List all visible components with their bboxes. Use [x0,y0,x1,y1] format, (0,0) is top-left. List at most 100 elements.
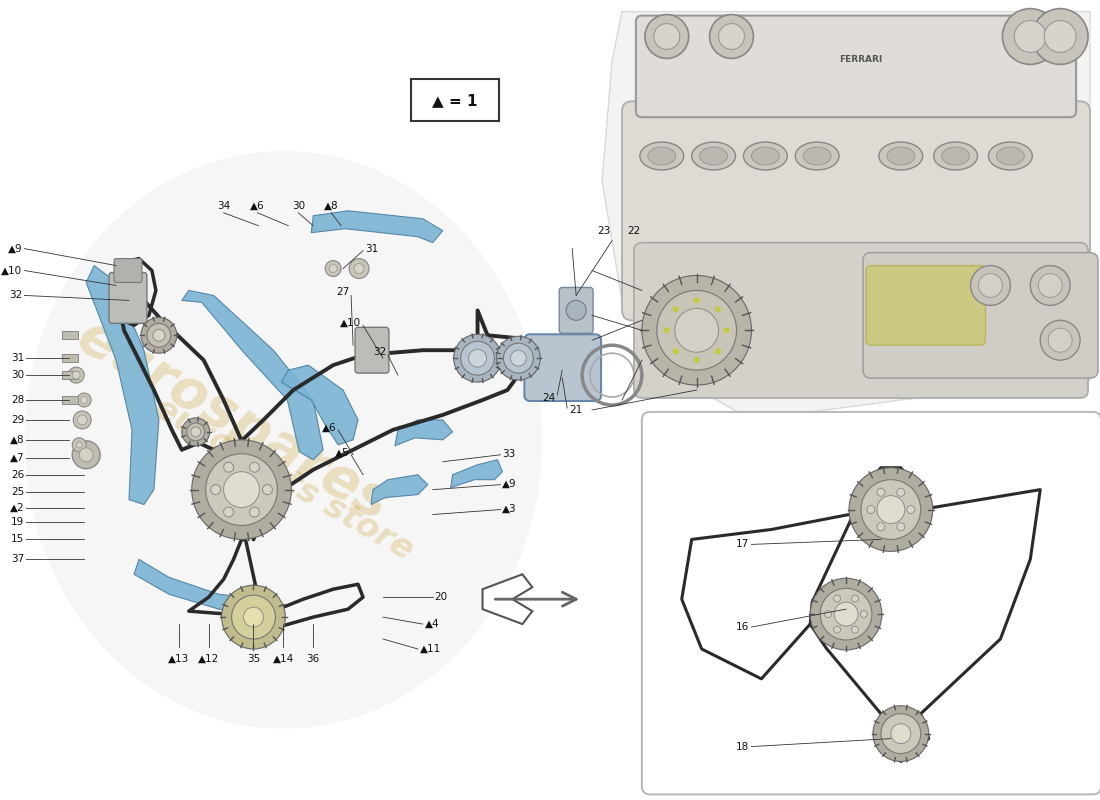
Polygon shape [483,574,532,624]
Circle shape [834,626,840,633]
Circle shape [191,440,292,539]
Circle shape [825,610,832,618]
Circle shape [849,468,933,551]
Circle shape [896,523,905,530]
Circle shape [834,602,858,626]
Circle shape [896,488,905,496]
Text: 37: 37 [11,554,24,564]
Circle shape [724,327,729,334]
Circle shape [715,306,720,312]
Ellipse shape [640,142,684,170]
FancyBboxPatch shape [866,266,986,346]
Circle shape [834,595,840,602]
Circle shape [223,462,233,472]
Circle shape [250,462,260,472]
Circle shape [645,14,689,58]
Text: 22: 22 [627,226,640,236]
Ellipse shape [803,147,832,165]
Circle shape [694,357,700,363]
Circle shape [76,442,82,448]
Text: 32: 32 [373,347,386,357]
Circle shape [1032,9,1088,64]
Circle shape [873,706,928,762]
Text: ▲4: ▲4 [425,619,439,629]
FancyBboxPatch shape [636,15,1076,117]
Text: 35: 35 [246,654,260,664]
Circle shape [223,507,233,517]
Text: ▲13: ▲13 [168,654,189,664]
Circle shape [1044,21,1076,53]
Text: 25: 25 [11,486,24,497]
Text: 20: 20 [434,592,448,602]
Circle shape [877,496,905,523]
Circle shape [147,323,170,347]
Text: 29: 29 [11,415,24,425]
Circle shape [657,290,737,370]
Text: ▲2: ▲2 [10,502,24,513]
Text: 31: 31 [365,244,378,254]
Text: 19: 19 [11,518,24,527]
Circle shape [190,427,200,437]
Circle shape [206,454,277,526]
Circle shape [211,485,221,494]
Circle shape [469,350,486,367]
FancyBboxPatch shape [355,327,389,373]
Text: 31: 31 [11,353,24,363]
Circle shape [504,343,534,373]
Circle shape [877,488,884,496]
Circle shape [250,507,260,517]
Circle shape [326,261,341,277]
Ellipse shape [887,147,915,165]
FancyBboxPatch shape [114,258,142,282]
Circle shape [1038,274,1063,298]
Circle shape [496,336,540,380]
Circle shape [674,308,718,352]
Ellipse shape [879,142,923,170]
Circle shape [221,586,285,649]
FancyBboxPatch shape [559,287,593,334]
Ellipse shape [942,147,969,165]
Ellipse shape [648,147,675,165]
Circle shape [79,448,94,462]
Circle shape [73,438,86,452]
Ellipse shape [24,151,542,729]
Ellipse shape [934,142,978,170]
Circle shape [970,266,1011,306]
Circle shape [860,610,868,618]
Circle shape [329,265,337,273]
Circle shape [1014,21,1046,53]
Text: 36: 36 [307,654,320,664]
Text: 16: 16 [736,622,749,632]
Circle shape [811,578,882,650]
Circle shape [141,318,177,353]
Circle shape [77,415,87,425]
Text: ▲9: ▲9 [503,478,517,489]
Text: 34: 34 [217,201,230,211]
Bar [63,371,78,379]
Circle shape [349,258,368,278]
Text: ▲5: ▲5 [334,448,349,458]
Circle shape [867,506,875,514]
Circle shape [263,485,273,494]
Ellipse shape [744,142,788,170]
Circle shape [461,342,495,375]
Text: ▲11: ▲11 [420,644,441,654]
Circle shape [182,418,210,446]
FancyBboxPatch shape [410,79,499,121]
Circle shape [187,423,205,441]
Circle shape [877,523,884,530]
FancyBboxPatch shape [642,412,1100,794]
Circle shape [851,626,858,633]
Circle shape [881,714,921,754]
Circle shape [1041,320,1080,360]
Polygon shape [371,474,428,505]
FancyBboxPatch shape [525,334,601,401]
Ellipse shape [700,147,727,165]
Text: europarts store: europarts store [147,392,419,567]
Bar [63,331,78,339]
Text: 17: 17 [736,539,749,550]
Circle shape [243,607,263,627]
Circle shape [74,411,91,429]
Text: ▲6: ▲6 [250,201,265,211]
Circle shape [73,371,80,379]
